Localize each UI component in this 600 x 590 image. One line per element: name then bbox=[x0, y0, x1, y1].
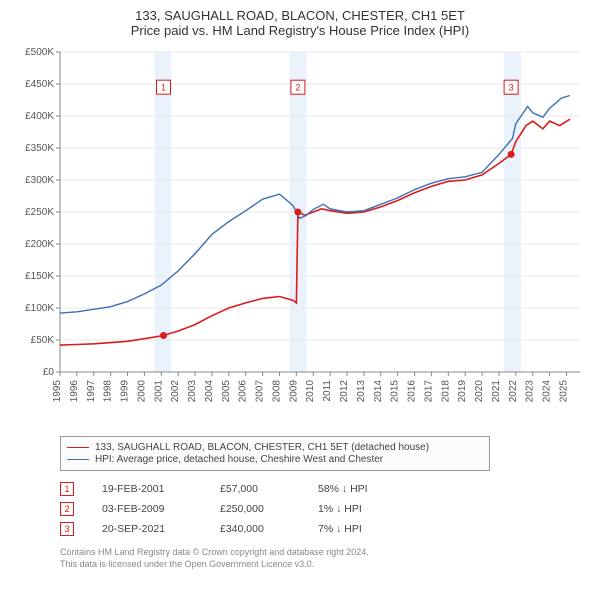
svg-text:1999: 1999 bbox=[120, 380, 131, 403]
legend-row: 133, SAUGHALL ROAD, BLACON, CHESTER, CH1… bbox=[67, 442, 483, 453]
svg-text:2: 2 bbox=[295, 83, 300, 93]
svg-text:2023: 2023 bbox=[525, 380, 536, 403]
chart-subtitle: Price paid vs. HM Land Registry's House … bbox=[10, 23, 590, 38]
svg-text:£200K: £200K bbox=[25, 239, 54, 250]
svg-text:1996: 1996 bbox=[69, 380, 80, 403]
svg-text:2014: 2014 bbox=[373, 380, 384, 403]
transactions-table: 1 19-FEB-2001 £57,000 58% ↓ HPI 2 03-FEB-2009… bbox=[60, 479, 490, 539]
legend-swatch bbox=[67, 447, 89, 448]
svg-text:2015: 2015 bbox=[390, 380, 401, 403]
svg-text:£150K: £150K bbox=[25, 271, 54, 282]
svg-text:2012: 2012 bbox=[339, 380, 350, 403]
transaction-row: 3 20-SEP-2021 £340,000 7% ↓ HPI bbox=[60, 519, 490, 539]
legend-swatch bbox=[67, 459, 89, 460]
svg-text:2010: 2010 bbox=[305, 380, 316, 403]
footer-line-2: This data is licensed under the Open Gov… bbox=[60, 559, 490, 571]
chart-title: 133, SAUGHALL ROAD, BLACON, CHESTER, CH1… bbox=[10, 8, 590, 23]
svg-text:2008: 2008 bbox=[271, 380, 282, 403]
svg-text:2019: 2019 bbox=[457, 380, 468, 403]
legend-label: HPI: Average price, detached house, Ches… bbox=[95, 454, 383, 465]
svg-text:2022: 2022 bbox=[508, 380, 519, 403]
svg-text:£0: £0 bbox=[43, 367, 55, 378]
svg-text:2016: 2016 bbox=[407, 380, 418, 403]
svg-text:2018: 2018 bbox=[440, 380, 451, 403]
svg-text:2002: 2002 bbox=[170, 380, 181, 403]
svg-text:£100K: £100K bbox=[25, 303, 54, 314]
svg-text:2017: 2017 bbox=[423, 380, 434, 403]
chart-plot-area: £0 £50K £100K £150K £200K £250K £300K £350K £400… bbox=[10, 42, 590, 432]
svg-text:£50K: £50K bbox=[31, 335, 55, 346]
svg-text:1997: 1997 bbox=[86, 380, 97, 403]
svg-text:2004: 2004 bbox=[204, 380, 215, 403]
svg-text:2009: 2009 bbox=[288, 380, 299, 403]
transaction-price: £57,000 bbox=[220, 483, 290, 495]
transaction-marker: 2 bbox=[60, 502, 74, 516]
footer-note: Contains HM Land Registry data © Crown c… bbox=[60, 547, 490, 570]
svg-text:2025: 2025 bbox=[558, 380, 569, 403]
svg-text:1995: 1995 bbox=[52, 380, 63, 403]
svg-text:2021: 2021 bbox=[491, 380, 502, 403]
transaction-marker: 1 bbox=[60, 482, 74, 496]
transaction-delta: 58% ↓ HPI bbox=[318, 483, 398, 495]
svg-text:2024: 2024 bbox=[542, 380, 553, 403]
transaction-row: 1 19-FEB-2001 £57,000 58% ↓ HPI bbox=[60, 479, 490, 499]
transaction-marker: 3 bbox=[60, 522, 74, 536]
svg-text:1998: 1998 bbox=[103, 380, 114, 403]
footer-line-1: Contains HM Land Registry data © Crown c… bbox=[60, 547, 490, 559]
svg-text:£450K: £450K bbox=[25, 79, 54, 90]
svg-text:2013: 2013 bbox=[356, 380, 367, 403]
svg-text:2006: 2006 bbox=[238, 380, 249, 403]
transaction-delta: 7% ↓ HPI bbox=[318, 523, 398, 535]
chart-svg: £0 £50K £100K £150K £200K £250K £300K £350K £400… bbox=[10, 42, 590, 432]
svg-text:£350K: £350K bbox=[25, 143, 54, 154]
svg-text:1: 1 bbox=[161, 83, 166, 93]
legend-row: HPI: Average price, detached house, Ches… bbox=[67, 454, 483, 465]
transaction-date: 19-FEB-2001 bbox=[102, 483, 192, 495]
transaction-price: £340,000 bbox=[220, 523, 290, 535]
legend-label: 133, SAUGHALL ROAD, BLACON, CHESTER, CH1… bbox=[95, 442, 429, 453]
svg-text:2020: 2020 bbox=[474, 380, 485, 403]
legend: 133, SAUGHALL ROAD, BLACON, CHESTER, CH1… bbox=[60, 436, 490, 471]
svg-text:2007: 2007 bbox=[255, 380, 266, 403]
transaction-row: 2 03-FEB-2009 £250,000 1% ↓ HPI bbox=[60, 499, 490, 519]
transaction-price: £250,000 bbox=[220, 503, 290, 515]
transaction-date: 03-FEB-2009 bbox=[102, 503, 192, 515]
svg-text:2011: 2011 bbox=[322, 380, 333, 402]
svg-text:£250K: £250K bbox=[25, 207, 54, 218]
svg-text:2001: 2001 bbox=[153, 380, 164, 403]
transaction-delta: 1% ↓ HPI bbox=[318, 503, 398, 515]
chart-container: 133, SAUGHALL ROAD, BLACON, CHESTER, CH1… bbox=[0, 0, 600, 580]
svg-text:2003: 2003 bbox=[187, 380, 198, 403]
svg-text:2005: 2005 bbox=[221, 380, 232, 403]
svg-text:2000: 2000 bbox=[136, 380, 147, 403]
svg-text:£300K: £300K bbox=[25, 175, 54, 186]
transaction-date: 20-SEP-2021 bbox=[102, 523, 192, 535]
svg-text:£400K: £400K bbox=[25, 111, 54, 122]
svg-text:£500K: £500K bbox=[25, 47, 54, 58]
title-block: 133, SAUGHALL ROAD, BLACON, CHESTER, CH1… bbox=[10, 8, 590, 38]
svg-text:3: 3 bbox=[509, 83, 514, 93]
